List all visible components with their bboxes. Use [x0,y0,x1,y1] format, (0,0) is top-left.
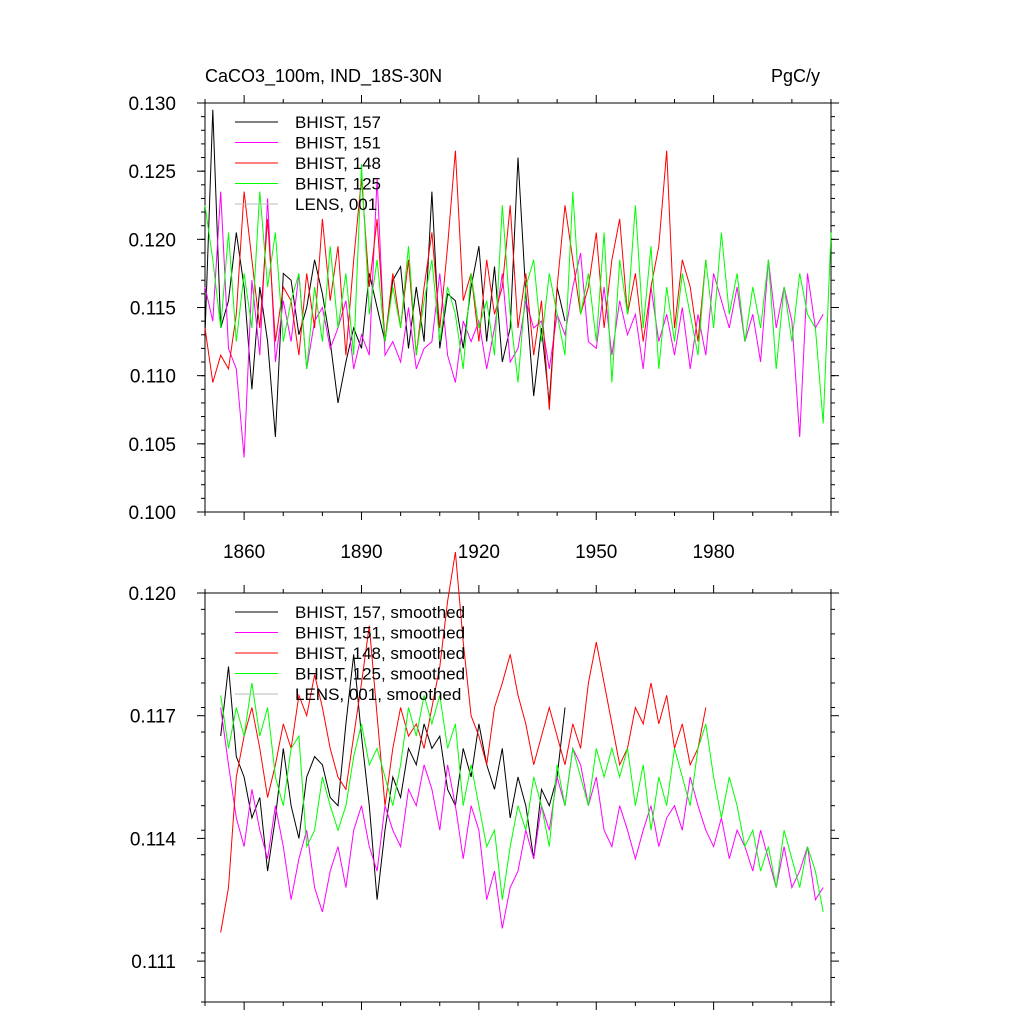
y-tick-label-top-3: 0.115 [130,299,176,320]
legend-label-bottom-2: BHIST, 148, smoothed [295,644,465,663]
axis-ticks-bottom: 0.111 0.114 0.117 0.120 [128,584,839,1010]
legend-label-top-3: BHIST, 125 [295,175,381,194]
legend-label-bottom-1: BHIST, 151, smoothed [295,624,465,643]
y-tick-label-top-4: 0.120 [128,230,176,251]
legend-label-top-4: LENS, 001 [295,195,377,214]
series-line-bottom-1 [220,707,824,929]
panel-smoothed: 0.111 0.114 0.117 0.120 BHIST, 157, smoothe… [128,552,839,1010]
chart-units: PgC/y [771,66,820,86]
chart-title: CaCO3_100m, IND_18S-30N [205,66,442,87]
series-line-bottom-0 [220,654,566,900]
x-tick-label-top-2: 1920 [458,542,500,563]
y-tick-label-top-2: 0.110 [130,367,176,388]
x-tick-label-top-4: 1980 [692,542,734,563]
series-lines-top [204,109,832,458]
legend-label-top-0: BHIST, 157 [295,113,381,132]
y-tick-label-bottom-0: 0.111 [131,952,176,973]
legend-label-bottom-4: LENS, 001, smoothed [295,685,461,704]
legend-label-bottom-3: BHIST, 125, smoothed [295,665,465,684]
legend-label-bottom-0: BHIST, 157, smoothed [295,603,465,622]
series-line-top-1 [204,177,824,458]
y-tick-label-top-5: 0.125 [128,162,176,183]
series-line-bottom-3 [220,682,824,913]
y-tick-label-top-0: 0.100 [128,503,176,524]
legend-bottom: BHIST, 157, smoothed BHIST, 151, smoothed… [235,603,465,704]
series-line-bottom-2 [220,552,707,933]
y-tick-label-bottom-2: 0.117 [130,707,176,728]
legend-label-top-1: BHIST, 151 [295,134,381,153]
y-tick-label-bottom-3: 0.120 [128,584,176,605]
y-tick-label-bottom-1: 0.114 [130,829,177,850]
legend-label-top-2: BHIST, 148 [295,154,381,173]
series-line-top-0 [204,109,566,438]
series-line-top-3 [204,164,832,424]
series-lines-bottom [220,552,824,933]
panel-annual: CaCO3_100m, IND_18S-30N PgC/y 1860 1890 19… [128,66,839,563]
series-line-top-2 [204,150,707,410]
y-tick-label-top-1: 0.105 [128,435,176,456]
x-tick-label-top-1: 1890 [340,542,382,563]
y-tick-label-top-6: 0.130 [128,94,176,115]
axis-ticks-top: 1860 1890 1920 1950 1980 0.100 0.105 0.110 0.115… [128,94,839,563]
x-tick-label-top-0: 1860 [223,542,265,563]
x-tick-label-top-3: 1950 [575,542,617,563]
